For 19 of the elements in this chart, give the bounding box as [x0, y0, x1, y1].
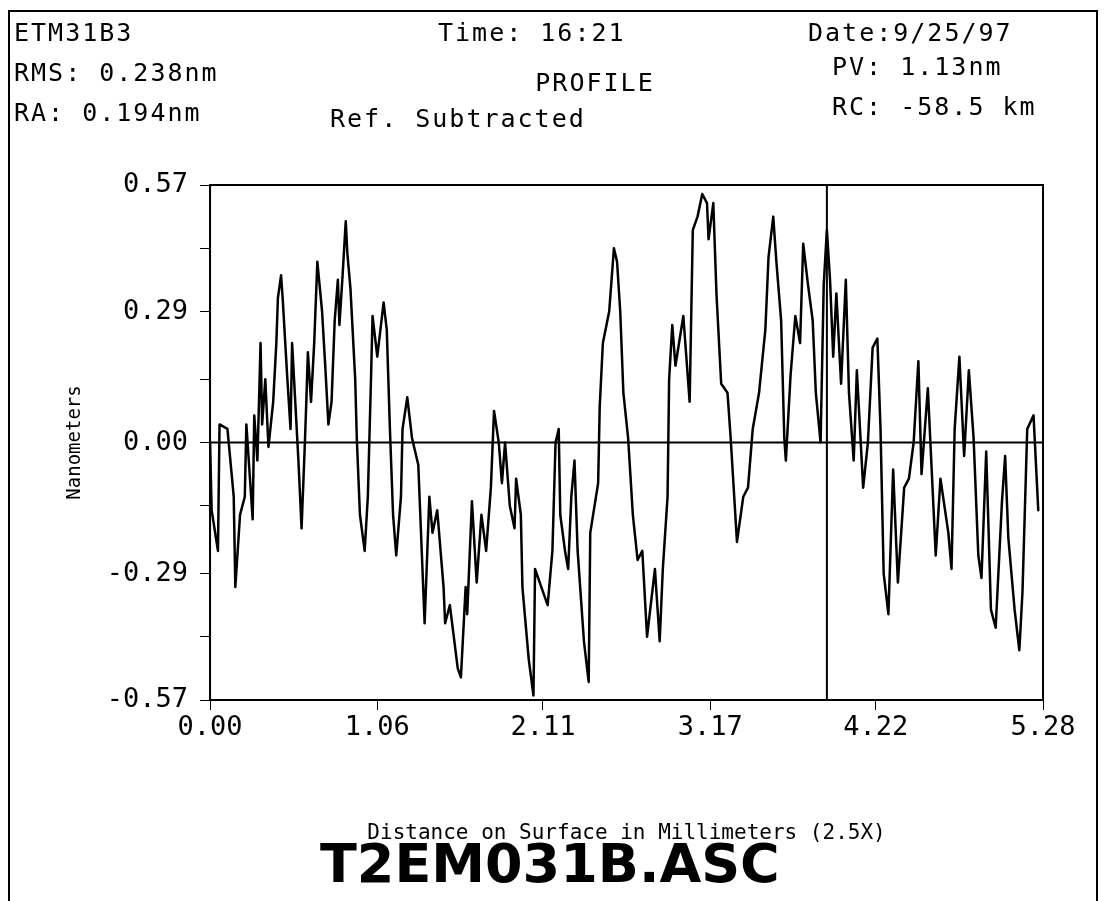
y-tick-label: -0.29	[106, 555, 189, 587]
x-tick-label: 2.11	[510, 710, 576, 742]
text: ETM31B3	[14, 18, 134, 47]
x-tick-label: 4.22	[843, 710, 909, 742]
y-tick-label: 0.00	[123, 424, 189, 456]
chart-title: PROFILE	[535, 68, 655, 97]
text: Time: 16:21	[438, 18, 626, 47]
x-tick-label: 3.17	[677, 710, 743, 742]
text: RC: -58.5 km	[832, 92, 1037, 121]
x-tick-label: 1.06	[344, 710, 410, 742]
text: Ref. Subtracted	[330, 104, 586, 133]
x-tick-label: 5.28	[1010, 710, 1076, 742]
text: Date:9/25/97	[808, 18, 1013, 47]
text: PV: 1.13nm	[832, 52, 1003, 81]
text: RA: 0.194nm	[14, 98, 202, 127]
y-axis-title: Nanometers	[62, 385, 85, 500]
y-tick-label: 0.57	[123, 167, 189, 199]
text: RMS: 0.238nm	[14, 58, 219, 87]
y-tick-label: 0.29	[123, 293, 189, 325]
